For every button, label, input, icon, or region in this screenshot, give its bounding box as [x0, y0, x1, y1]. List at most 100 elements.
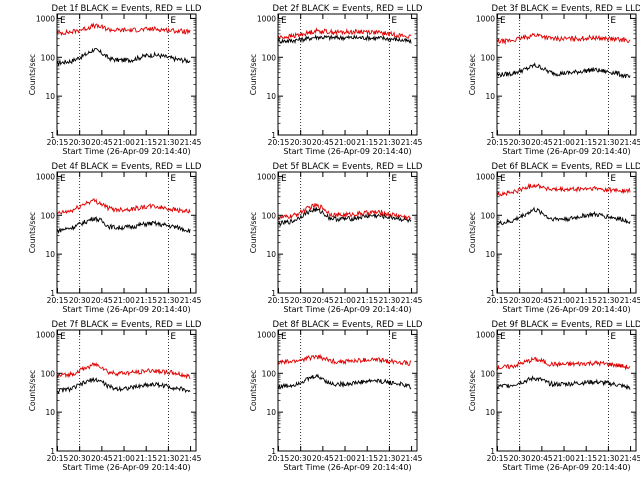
series-line-events [496, 206, 631, 227]
y-tick-label: 1 [271, 447, 276, 456]
marker-letter: E [610, 16, 616, 26]
y-tick-label: 100 [262, 369, 277, 378]
x-axis-label: Start Time (26-Apr-09 20:14:40) [62, 305, 190, 314]
series-line-lld [277, 27, 412, 40]
y-tick-label: 1000 [476, 330, 495, 339]
marker-letter: E [60, 16, 66, 26]
panel-det-6: Det 6f BLACK = Events, RED = LLD E E 1 10 100… [468, 162, 640, 314]
panel-det-3: Det 3f BLACK = Events, RED = LLD E E 1 10 100… [468, 4, 640, 156]
y-tick-label: 100 [481, 53, 496, 62]
plot-frame [277, 329, 418, 452]
x-tick-label: 21:15 [135, 138, 157, 147]
marker-letter: E [281, 332, 287, 342]
y-tick-label: 10 [485, 250, 495, 259]
x-tick-label: 21:30 [598, 296, 620, 305]
y-tick-label: 1000 [36, 330, 55, 339]
x-tick-label: 21:15 [356, 296, 378, 305]
y-axis-label: Counts/sec [28, 212, 37, 253]
series-line-events [56, 47, 191, 67]
x-axis-label: Start Time (26-Apr-09 20:14:40) [283, 147, 411, 156]
y-tick-label: 10 [266, 250, 276, 259]
y-tick-label: 10 [45, 250, 55, 259]
x-tick-label: 20:30 [509, 138, 531, 147]
x-tick-label: 20:30 [69, 138, 91, 147]
x-tick-label: 21:00 [113, 138, 135, 147]
y-tick-label: 100 [481, 211, 496, 220]
y-axis-label: Counts/sec [249, 212, 258, 253]
x-axis-label: Start Time (26-Apr-09 20:14:40) [283, 305, 411, 314]
y-tick-label: 10 [266, 408, 276, 417]
x-tick-label: 20:15 [268, 296, 290, 305]
y-tick-label: 1 [50, 289, 55, 298]
x-tick-label: 21:45 [180, 454, 202, 463]
x-tick-label: 21:00 [113, 296, 135, 305]
y-tick-label: 1 [271, 289, 276, 298]
x-tick-label: 21:15 [135, 296, 157, 305]
y-tick-label: 100 [481, 369, 496, 378]
marker-letter: E [60, 332, 66, 342]
x-tick-label: 21:15 [356, 454, 378, 463]
x-tick-label: 20:30 [509, 296, 531, 305]
x-axis-label: Start Time (26-Apr-09 20:14:40) [62, 147, 190, 156]
x-tick-label: 20:30 [290, 454, 312, 463]
y-axis-label: Counts/sec [28, 370, 37, 411]
x-tick-label: 21:45 [401, 454, 423, 463]
y-axis-label: Counts/sec [468, 370, 477, 411]
marker-letter: E [500, 174, 506, 184]
x-tick-label: 21:15 [135, 454, 157, 463]
marker-letter: E [281, 16, 287, 26]
marker-letter: E [610, 174, 616, 184]
x-tick-label: 21:00 [553, 454, 575, 463]
y-tick-label: 10 [485, 92, 495, 101]
x-tick-label: 20:15 [47, 296, 69, 305]
panel-title: Det 9f BLACK = Events, RED = LLD [492, 320, 640, 330]
x-tick-label: 20:15 [487, 454, 509, 463]
panel-title: Det 3f BLACK = Events, RED = LLD [492, 4, 640, 14]
y-axis-label: Counts/sec [28, 54, 37, 95]
x-tick-label: 20:15 [47, 138, 69, 147]
x-tick-label: 21:30 [158, 454, 180, 463]
panel-det-5: Det 5f BLACK = Events, RED = LLD E E 1 10 100… [249, 162, 423, 314]
y-axis-label: Counts/sec [249, 370, 258, 411]
y-tick-label: 1000 [257, 172, 276, 181]
y-tick-label: 1 [490, 131, 495, 140]
y-tick-label: 100 [41, 369, 56, 378]
panel-det-2: Det 2f BLACK = Events, RED = LLD E E 1 10 100… [249, 4, 423, 156]
y-tick-label: 1 [271, 131, 276, 140]
x-tick-label: 20:45 [312, 454, 334, 463]
x-tick-label: 20:30 [509, 454, 531, 463]
x-tick-label: 20:45 [91, 138, 113, 147]
x-tick-label: 20:45 [312, 296, 334, 305]
x-tick-label: 21:45 [620, 296, 640, 305]
marker-letter: E [391, 16, 397, 26]
x-tick-label: 21:15 [575, 454, 597, 463]
panel-det-1: Det 1f BLACK = Events, RED = LLD E E 1 10 100… [28, 4, 202, 156]
series-line-lld [56, 22, 191, 37]
x-tick-label: 20:15 [268, 138, 290, 147]
x-axis-label: Start Time (26-Apr-09 20:14:40) [502, 147, 630, 156]
plot-frame [56, 13, 197, 136]
x-tick-label: 21:00 [334, 138, 356, 147]
series-line-lld [496, 32, 631, 46]
y-tick-label: 1000 [257, 330, 276, 339]
y-tick-label: 10 [45, 92, 55, 101]
x-tick-label: 21:30 [598, 138, 620, 147]
panel-det-4: Det 4f BLACK = Events, RED = LLD E E 1 10 100… [28, 162, 202, 314]
x-tick-label: 21:30 [598, 454, 620, 463]
y-tick-label: 1 [50, 447, 55, 456]
x-tick-label: 21:45 [180, 138, 202, 147]
x-tick-label: 21:30 [158, 296, 180, 305]
panel-det-7: Det 7f BLACK = Events, RED = LLD E E 1 10 100… [28, 320, 202, 472]
panel-title: Det 7f BLACK = Events, RED = LLD [52, 320, 202, 330]
x-tick-label: 20:45 [91, 296, 113, 305]
series-line-events [56, 216, 191, 234]
x-tick-label: 21:15 [575, 138, 597, 147]
series-line-events [496, 62, 631, 79]
x-axis-label: Start Time (26-Apr-09 20:14:40) [502, 305, 630, 314]
y-tick-label: 1000 [36, 172, 55, 181]
x-axis-label: Start Time (26-Apr-09 20:14:40) [62, 463, 190, 472]
y-tick-label: 100 [41, 53, 56, 62]
y-tick-label: 1 [50, 131, 55, 140]
